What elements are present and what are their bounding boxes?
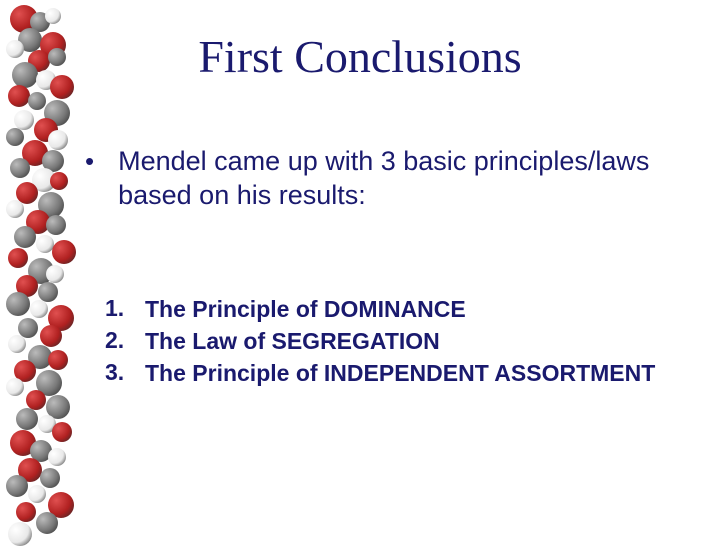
atom-sphere (48, 448, 66, 466)
atom-sphere (28, 485, 46, 503)
atom-sphere (52, 422, 72, 442)
atom-sphere (6, 200, 24, 218)
atom-sphere (14, 110, 34, 130)
atom-sphere (48, 130, 68, 150)
list-item: 1. The Principle of DOMINANCE (105, 295, 680, 325)
atom-sphere (8, 335, 26, 353)
atom-sphere (50, 172, 68, 190)
list-item: 3. The Principle of INDEPENDENT ASSORTME… (105, 359, 680, 389)
atom-sphere (40, 325, 62, 347)
atom-sphere (10, 158, 30, 178)
atom-sphere (46, 265, 64, 283)
atom-sphere (16, 408, 38, 430)
atom-sphere (28, 92, 46, 110)
atom-sphere (16, 502, 36, 522)
list-text: The Principle of INDEPENDENT ASSORTMENT (145, 359, 655, 389)
intro-text: Mendel came up with 3 basic principles/l… (118, 145, 680, 213)
atom-sphere (45, 8, 61, 24)
atom-sphere (38, 282, 58, 302)
atom-sphere (14, 226, 36, 248)
atom-sphere (48, 350, 68, 370)
list-text: The Law of SEGREGATION (145, 327, 440, 357)
atom-sphere (6, 128, 24, 146)
list-item: 2. The Law of SEGREGATION (105, 327, 680, 357)
intro-bullet: • Mendel came up with 3 basic principles… (85, 145, 680, 213)
atom-sphere (8, 248, 28, 268)
atom-sphere (6, 292, 30, 316)
atom-sphere (6, 475, 28, 497)
atom-sphere (8, 522, 32, 546)
atom-sphere (6, 378, 24, 396)
principles-list: 1. The Principle of DOMINANCE 2. The Law… (105, 295, 680, 391)
list-number: 1. (105, 295, 133, 322)
atom-sphere (46, 215, 66, 235)
atom-sphere (8, 85, 30, 107)
atom-sphere (26, 390, 46, 410)
atom-sphere (52, 240, 76, 264)
list-number: 3. (105, 359, 133, 386)
atom-sphere (30, 300, 48, 318)
list-number: 2. (105, 327, 133, 354)
atom-sphere (36, 512, 58, 534)
bullet-marker: • (85, 145, 94, 179)
list-text: The Principle of DOMINANCE (145, 295, 466, 325)
atom-sphere (40, 468, 60, 488)
slide-title: First Conclusions (0, 30, 720, 83)
